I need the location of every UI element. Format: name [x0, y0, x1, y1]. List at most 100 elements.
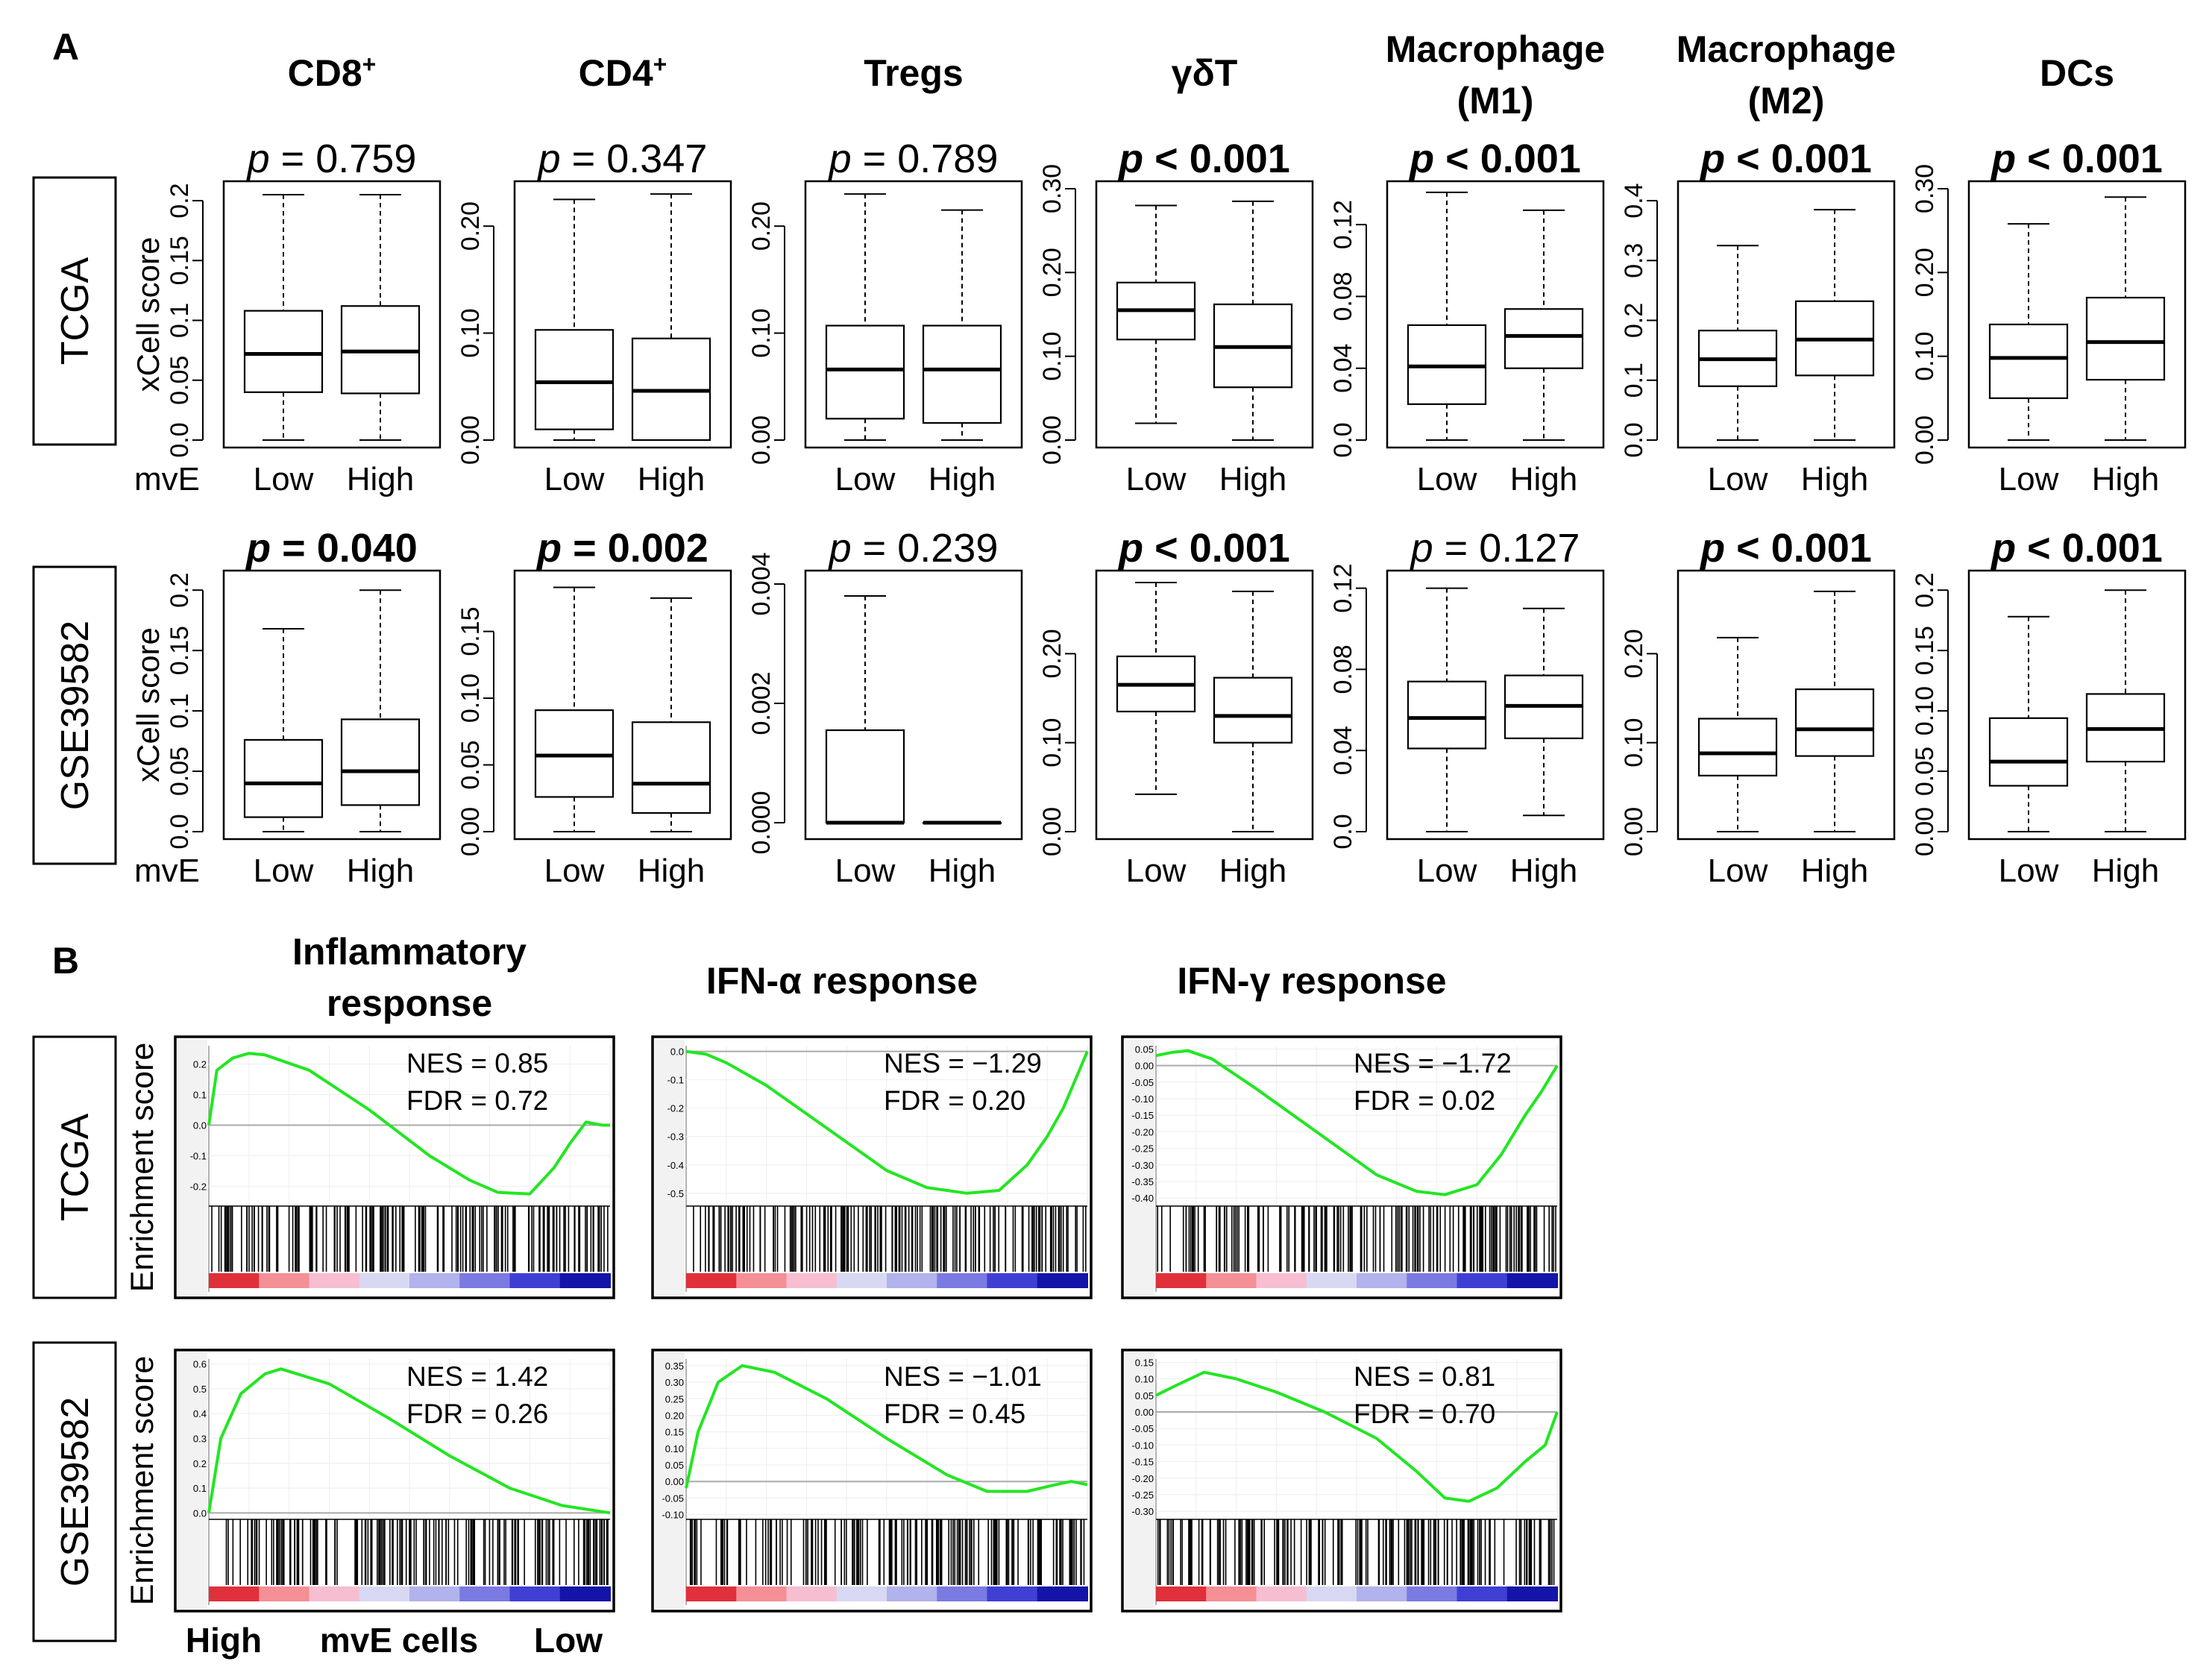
- title-sup: +: [653, 51, 667, 78]
- rank-strip-segment: [786, 1273, 838, 1288]
- y-tick-label: 0.08: [1329, 644, 1357, 694]
- y-tick-label: 0.30: [1911, 164, 1939, 213]
- hit-bars: [209, 1519, 610, 1585]
- p-symbol: p: [1117, 136, 1143, 181]
- tick-column: [1125, 1039, 1154, 1296]
- y-tick-label: 0.12: [1329, 200, 1357, 249]
- fdr-text: FDR = 0.20: [884, 1085, 1025, 1116]
- gsea-frame: [1121, 1035, 1562, 1299]
- plot-frame: [1967, 569, 2187, 841]
- iqr-box: [1988, 323, 2069, 399]
- y-tick-label: 0.0: [1620, 422, 1648, 457]
- rank-strip-segment: [786, 1586, 838, 1601]
- x-tick-low: Low: [544, 853, 605, 889]
- gsea-frame: [174, 1035, 615, 1299]
- row-label-gse-b-frame: [32, 1341, 117, 1642]
- es-tick-label: -0.1: [667, 1075, 684, 1086]
- es-curve: [685, 1049, 1089, 1195]
- plot-frame: [513, 569, 732, 841]
- row-label-tcga-b: TCGA: [32, 1035, 117, 1299]
- es-curve: [1155, 1049, 1559, 1196]
- hit-bars: [686, 1519, 1087, 1585]
- boxplot-m1: 0.0 0.04 0.08 0.12 Low High p < 0.001: [1329, 136, 1605, 497]
- es-curve: [207, 1052, 610, 1196]
- gsea-title: IFN-γ response: [1177, 960, 1446, 1002]
- box-low: [534, 198, 615, 441]
- p-value: p < 0.001: [1699, 526, 1872, 571]
- boxplot-gdt: 0.00 0.10 0.20 0.30 Low High p < 0.001: [1038, 136, 1314, 497]
- hit-bars: [1156, 1205, 1557, 1272]
- rank-strip-segment: [509, 1586, 561, 1601]
- x-tick-low: Low: [835, 461, 896, 497]
- column-title: Macrophage: [1677, 28, 1897, 70]
- rank-strip-segment: [359, 1273, 410, 1288]
- row-label-gse-a: GSE39582: [32, 565, 117, 865]
- box-low: [825, 595, 905, 825]
- y-tick-label: 0.20: [1038, 248, 1066, 297]
- box-high: [922, 209, 1002, 441]
- box-high: [2085, 589, 2166, 832]
- rank-strip-segment: [686, 1273, 738, 1288]
- row-label-tcga-a: TCGA: [32, 176, 117, 446]
- rank-strip-segment: [836, 1586, 887, 1601]
- es-tick-label: 0.6: [193, 1359, 207, 1370]
- p-symbol: p: [1117, 526, 1143, 571]
- y-tick-label: 0.10: [1620, 718, 1648, 768]
- es-tick-label: 0.2: [193, 1059, 207, 1070]
- rank-strip-segment: [1407, 1586, 1458, 1601]
- tick-column: [1125, 1352, 1154, 1609]
- rank-strip-segment: [1156, 1273, 1207, 1288]
- plot-frame: [1677, 180, 1896, 449]
- es-tick-label: 0.0: [670, 1046, 684, 1058]
- es-tick-label: -0.2: [190, 1181, 207, 1192]
- rank-strip-segment: [1256, 1586, 1307, 1601]
- box-low: [1697, 245, 1778, 441]
- es-tick-label: 0.4: [193, 1408, 207, 1419]
- y-tick-label: 0.004: [747, 552, 776, 615]
- column-title: γδT: [1172, 52, 1238, 94]
- es-tick-label: -0.20: [1131, 1473, 1154, 1484]
- rank-strip-segment: [836, 1273, 887, 1288]
- x-tick-high: High: [347, 461, 415, 497]
- gsea-g_ifng_tcga: 0.05 0.00 -0.05 -0.10 -0.15 -0.20 -0.25 -0.30 -0…: [1121, 1035, 1562, 1299]
- y-tick-label: 0.1: [166, 693, 194, 728]
- rank-strip-segment: [1357, 1273, 1408, 1288]
- es-tick-label: 0.20: [665, 1410, 684, 1421]
- y-tick-label: 0.20: [456, 201, 485, 251]
- y-tick-label: 0.20: [747, 201, 776, 251]
- iqr-box: [1407, 680, 1487, 750]
- column-title: CD4+: [579, 51, 667, 94]
- es-tick-label: 0.1: [193, 1090, 207, 1101]
- tick-column: [177, 1352, 207, 1609]
- plot-frame: [513, 180, 732, 449]
- y-axis-label-1: xCell score: [131, 237, 166, 392]
- fdr-text: FDR = 0.70: [1354, 1399, 1495, 1429]
- y-tick-label: 0.0: [166, 814, 194, 849]
- gsea-x-label-low: Low: [534, 1621, 603, 1660]
- y-tick-label: 0.30: [1038, 164, 1066, 213]
- es-tick-label: -0.10: [1131, 1440, 1154, 1451]
- fdr-text: FDR = 0.72: [406, 1085, 548, 1116]
- p-text: = 0.347: [561, 136, 708, 181]
- plot-frame: [222, 569, 442, 841]
- boxplot-cd8: 0.0 0.05 0.1 0.15 0.2 Low High p = 0.759: [166, 136, 442, 497]
- es-tick-label: -0.10: [662, 1510, 684, 1521]
- column-title: CD8+: [288, 51, 377, 94]
- es-tick-label: 0.05: [665, 1460, 684, 1471]
- x-tick-low: Low: [1708, 853, 1768, 889]
- gsea-g_inf_gse: 0.6 0.5 0.4 0.3 0.2 0.1 0.0 NES = 1.42 FDR = 0.2…: [174, 1349, 615, 1613]
- y-tick-label: 0.10: [747, 309, 776, 358]
- y-tick-label: 0.0: [166, 422, 194, 457]
- y-tick-label: 0.4: [1620, 183, 1648, 218]
- gsea-y-label-1: Enrichment score: [125, 1043, 160, 1293]
- gsea-title: Inflammatory: [292, 931, 527, 973]
- es-tick-label: -0.40: [1131, 1193, 1154, 1204]
- box-high: [1794, 590, 1875, 832]
- es-tick-label: -0.1: [190, 1150, 207, 1161]
- boxplot-cd4b: 0.00 0.05 0.10 0.15 Low High p = 0.002: [456, 526, 732, 889]
- iqr-box: [340, 718, 421, 806]
- rank-strip-segment: [209, 1273, 260, 1288]
- plot-frame: [804, 180, 1023, 449]
- p-symbol: p: [537, 136, 561, 181]
- y-tick-label: 0.00: [1911, 415, 1939, 465]
